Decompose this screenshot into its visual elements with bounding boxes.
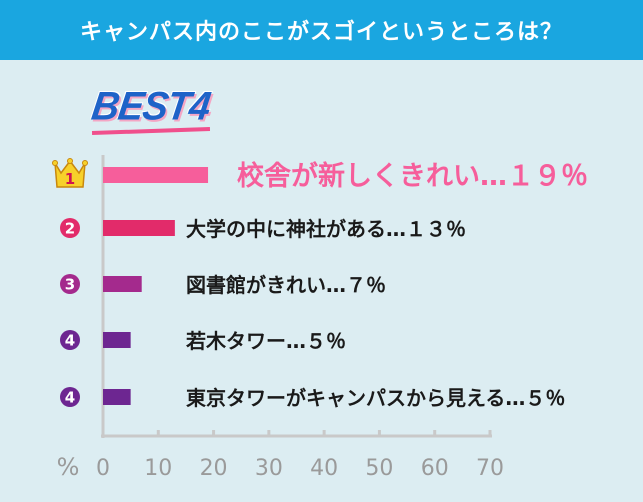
x-axis-unit-label: % (57, 453, 80, 481)
bar-label: 図書館がきれい…７％ (186, 273, 386, 297)
x-tick-label: 20 (200, 456, 228, 481)
rank-number: 1 (65, 170, 75, 188)
crown-icon: 1 (52, 158, 88, 188)
bar-label: 校舎が新しくきれい…１９％ (237, 160, 588, 192)
bar (103, 389, 131, 405)
x-tick-label: 60 (421, 456, 449, 481)
x-tick-label: 10 (144, 456, 172, 481)
rank-badge (60, 274, 80, 294)
bar (103, 332, 131, 348)
x-tick-label: 0 (96, 456, 110, 481)
crown-jewel (82, 160, 88, 166)
crown-jewel (67, 158, 73, 164)
crown-jewel (52, 160, 58, 166)
rank-number: 4 (65, 332, 75, 350)
x-tick-label: 30 (255, 456, 283, 481)
bar (103, 167, 209, 183)
header-banner: キャンパス内のここがスゴイというところは？ (0, 0, 643, 60)
x-tick-label: 50 (365, 456, 393, 481)
rank-badge (60, 387, 80, 407)
x-tick-label: 40 (310, 456, 338, 481)
rank-number: 3 (65, 276, 75, 294)
bar (103, 276, 142, 292)
bar-label: 若木タワー…５％ (185, 329, 346, 353)
bar-label: 東京タワーがキャンパスから見える…５％ (186, 386, 565, 410)
rank-badge (60, 330, 80, 350)
x-tick-label: 70 (476, 456, 504, 481)
crown-shape (54, 159, 86, 188)
rank-number: 4 (65, 389, 75, 407)
bar (103, 220, 175, 236)
page-title: キャンパス内のここがスゴイというところは？ (79, 20, 563, 45)
bar-label: 大学の中に神社がある…１３％ (186, 217, 466, 241)
rank-number: 2 (65, 220, 75, 238)
rank-badge (60, 218, 80, 238)
